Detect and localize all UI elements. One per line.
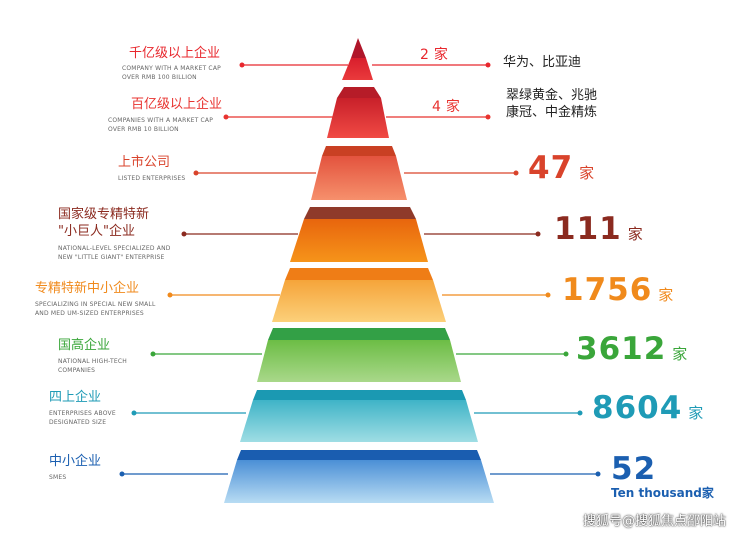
tier-4-block [290,207,428,262]
tier-8-title: 中小企业 [49,454,102,469]
tier-4-label: 国家级专精特新 "小巨人"企业 NATIONAL-LEVEL SPECIALIZ… [58,206,171,262]
tier-5-label: 专精特新中小企业 SPECIALIZING IN SPECIAL NEW SMA… [35,281,156,318]
tier-2-block [327,87,389,138]
tier-8-subtitle: SMES [49,474,67,481]
tier-7-title: 四上企业 [49,390,102,405]
tier-5-title: 专精特新中小企业 [35,281,140,296]
tier-7-label: 四上企业 ENTERPRISES ABOVE DESIGNATED SIZE [49,390,116,427]
tier-3-count: 47 家 [528,150,595,186]
tier-3-title: 上市公司 [118,155,171,170]
tier-6-count: 3612 家 [576,331,688,367]
tier-3-label: 上市公司 LISTED ENTERPRISES [118,155,185,183]
tier-2-title: 百亿级以上企业 [130,97,222,112]
tier-4-count: 111 家 [554,211,643,247]
tier-1-companies: 华为、比亚迪 [503,55,582,70]
tier-5-block [272,268,446,322]
tier-4-title: 国家级专精特新 "小巨人"企业 [58,207,150,239]
tier-1-block [342,38,373,80]
tier-1-subtitle: COMPANY WITH A MARKET CAP OVER RMB 100 B… [122,65,221,81]
tier-2-companies: 翠绿黄金、兆驰 康冠、中金精炼 [506,88,598,120]
left-connectors [119,62,348,477]
tier-8-label: 中小企业 SMES [49,454,101,482]
watermark: 搜狐号@搜狐焦点邵阳站 [582,514,726,529]
tier-7-count: 8604 家 [592,390,704,426]
tier-7-subtitle: ENTERPRISES ABOVE DESIGNATED SIZE [49,410,116,426]
tier-7-block [240,390,478,442]
tier-1-title: 千亿级以上企业 [128,46,220,61]
tier-6-block [257,328,461,382]
tier-4-subtitle: NATIONAL-LEVEL SPECIALIZED AND NEW "LITT… [58,245,171,261]
tier-6-subtitle: NATIONAL HIGH-TECH COMPANIES [58,358,127,374]
tier-5-count: 1756 家 [562,272,674,308]
tier-2-subtitle: COMPANIES WITH A MARKET CAP OVER RMB 10 … [108,117,214,133]
tier-5-subtitle: SPECIALIZING IN SPECIAL NEW SMALL AND ME… [35,301,156,317]
tier-8-count: 52 Ten thousand家 [611,451,714,500]
tier-3-block [311,146,407,200]
tier-2-label: 百亿级以上企业 [131,97,222,113]
tier-6-label: 国高企业 NATIONAL HIGH-TECH COMPANIES [58,338,127,375]
tier-6-title: 国高企业 [58,338,111,353]
tier-8-block [224,450,494,503]
right-connectors [372,62,601,477]
tier-1-label: 千亿级以上企业 [129,46,220,62]
tier-3-subtitle: LISTED ENTERPRISES [118,175,186,182]
